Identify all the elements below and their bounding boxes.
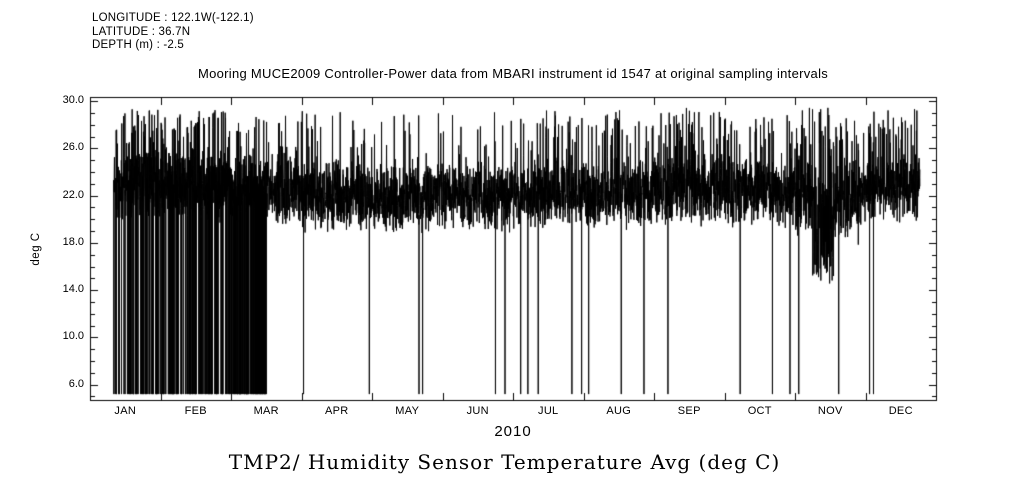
meta-depth: DEPTH (m) : -2.5: [92, 39, 185, 51]
chart-title: Mooring MUCE2009 Controller-Power data f…: [197, 66, 829, 81]
metadata-block: LONGITUDE : 122.1W(-122.1) LATITUDE : 36…: [92, 12, 254, 53]
y-axis-label: deg C: [30, 232, 42, 266]
x-axis-year: 2010: [494, 423, 532, 440]
figure-caption: TMP2/ Humidity Sensor Temperature Avg (d…: [228, 450, 781, 474]
meta-longitude: LONGITUDE : 122.1W(-122.1): [92, 12, 254, 24]
meta-latitude: LATITUDE : 36.7N: [92, 25, 191, 38]
